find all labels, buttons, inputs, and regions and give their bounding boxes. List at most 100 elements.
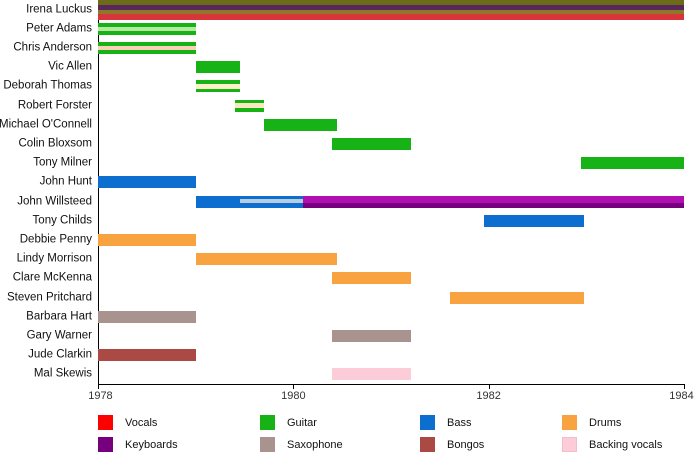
x-tick-label: 1980 — [281, 390, 306, 402]
chart-row: Chris Anderson — [0, 38, 700, 57]
chart-row: Robert Forster — [0, 96, 700, 115]
chart-row: Steven Pritchard — [0, 288, 700, 307]
bar-segment-bass[interactable] — [98, 176, 196, 189]
bar-segment-guitar[interactable] — [332, 138, 411, 150]
bar-segment-backing-vocals[interactable] — [195, 84, 240, 89]
row-bars — [0, 154, 700, 173]
row-bars — [0, 346, 700, 365]
legend-swatch-icon — [260, 415, 275, 430]
bar-segment-guitar[interactable] — [264, 118, 338, 131]
row-label-peter-adams: Peter Adams — [26, 22, 92, 35]
bar-segment-guitar[interactable] — [98, 0, 684, 6]
legend-item-backing-vocals[interactable]: Backing vocals — [562, 436, 662, 453]
row-label-jude-clarkin: Jude Clarkin — [28, 348, 92, 361]
row-label-chris-anderson: Chris Anderson — [13, 41, 92, 54]
chart-row: John Hunt — [0, 173, 700, 192]
bar-segment-vocals[interactable] — [98, 14, 684, 20]
legend-column: Bass Bongos — [420, 412, 595, 458]
chart-row: Jude Clarkin — [0, 346, 700, 365]
bar-segment-drums[interactable] — [449, 291, 585, 304]
row-bars — [0, 96, 700, 115]
row-label-lindy-morrison: Lindy Morrison — [16, 252, 92, 265]
chart-row: Mal Skewis — [0, 365, 700, 384]
row-bars — [0, 173, 700, 192]
legend-column: Drums Backing vocals — [562, 412, 700, 458]
row-label-deborah-thomas: Deborah Thomas — [3, 79, 92, 92]
bar-segment-bongos[interactable] — [98, 349, 196, 362]
row-bars — [0, 365, 700, 384]
x-tick-label: 1984 — [669, 390, 694, 402]
bar-segment-backing-vocals[interactable] — [98, 45, 196, 51]
bar-segment-keyboards-dark[interactable] — [303, 203, 684, 208]
row-bars — [0, 326, 700, 345]
bar-segment-guitar[interactable] — [581, 157, 684, 170]
bar-segment-keyboards[interactable] — [303, 195, 684, 208]
x-tick-label: 1978 — [88, 390, 113, 402]
row-bars — [0, 58, 700, 77]
row-label-tony-milner: Tony Milner — [33, 156, 92, 169]
row-bars — [0, 307, 700, 326]
x-tick-mark — [293, 384, 295, 389]
bar-segment-backing-vocals[interactable] — [98, 26, 196, 31]
legend-label: Bongos — [447, 438, 485, 451]
bar-segment-drums[interactable] — [98, 234, 196, 246]
chart-row: Irena Luckus — [0, 0, 700, 20]
x-tick-mark — [488, 384, 490, 389]
row-label-colin-bloxsom: Colin Bloxsom — [18, 137, 93, 150]
row-bars — [0, 250, 700, 269]
row-bars — [0, 211, 700, 230]
legend-swatch-icon — [98, 415, 113, 430]
legend-swatch-icon — [562, 415, 577, 430]
row-label-mal-skewis: Mal Skewis — [33, 367, 92, 380]
x-tick-mark — [98, 384, 99, 389]
row-label-michael-o-connell: Michael O'Connell — [0, 118, 92, 131]
bar-segment-drums[interactable] — [332, 272, 411, 285]
bar-segment-saxophone[interactable] — [98, 310, 196, 323]
bar-segment-guitar[interactable] — [195, 61, 240, 74]
row-label-john-willsteed: John Willsteed — [17, 194, 92, 207]
chart-row: Gary Warner — [0, 326, 700, 345]
legend-item-drums[interactable]: Drums — [562, 414, 621, 431]
row-bars — [0, 134, 700, 153]
row-bars — [0, 0, 700, 20]
row-label-clare-mckenna: Clare McKenna — [12, 271, 92, 284]
bar-segment-saxophone[interactable] — [239, 199, 304, 204]
chart-row: Michael O'Connell — [0, 115, 700, 134]
x-tick-label: 1982 — [476, 390, 501, 402]
legend-item-saxophone[interactable]: Saxophone — [260, 436, 343, 453]
bar-segment-bongos[interactable] — [98, 9, 684, 15]
chart-row: Clare McKenna — [0, 269, 700, 288]
chart-row: Tony Childs — [0, 211, 700, 230]
bar-segment-backing-vocals[interactable] — [234, 103, 265, 108]
legend-swatch-icon — [260, 437, 275, 452]
chart-row: Vic Allen — [0, 58, 700, 77]
row-bars — [0, 269, 700, 288]
bar-segment-saxophone[interactable] — [332, 330, 411, 342]
legend-label: Guitar — [287, 416, 317, 429]
row-bars — [0, 230, 700, 249]
legend-label: Keyboards — [125, 438, 178, 451]
row-label-debbie-penny: Debbie Penny — [19, 233, 92, 246]
legend-swatch-icon — [420, 437, 435, 452]
bar-segment-backing-vocals[interactable] — [332, 368, 411, 381]
legend: Vocals Keyboards Guitar Saxophone Bass Bongos… — [0, 412, 700, 458]
bar-segment-drums[interactable] — [195, 253, 338, 266]
row-label-vic-allen: Vic Allen — [48, 60, 92, 73]
plot-area: Irena Luckus Peter Adams Chris Anderson Vic… — [0, 0, 700, 402]
row-label-robert-forster: Robert Forster — [17, 98, 92, 111]
legend-item-guitar[interactable]: Guitar — [260, 414, 317, 431]
chart-row: Tony Milner — [0, 154, 700, 173]
bar-segment-keyboards[interactable] — [98, 4, 684, 10]
row-bars — [0, 115, 700, 134]
legend-item-bongos[interactable]: Bongos — [420, 436, 484, 453]
legend-item-vocals[interactable]: Vocals — [98, 414, 157, 431]
row-label-tony-childs: Tony Childs — [32, 214, 92, 227]
legend-item-keyboards[interactable]: Keyboards — [98, 436, 178, 453]
legend-item-bass[interactable]: Bass — [420, 414, 471, 431]
bar-segment-bass[interactable] — [483, 214, 585, 227]
row-bars — [0, 288, 700, 307]
chart-row: Lindy Morrison — [0, 250, 700, 269]
row-bars — [0, 38, 700, 57]
row-label-steven-pritchard: Steven Pritchard — [6, 290, 92, 303]
